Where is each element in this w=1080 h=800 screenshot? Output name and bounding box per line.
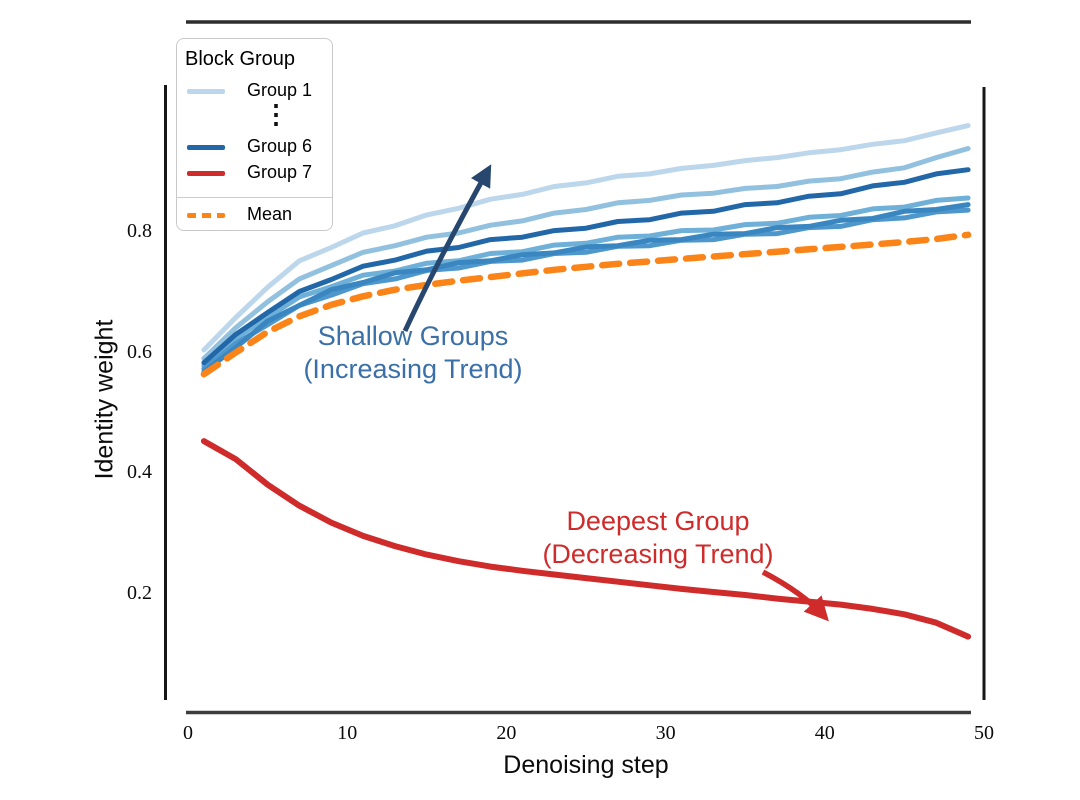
decreasing-trend-arrow — [761, 569, 829, 622]
series-line-group2 — [201, 146, 971, 361]
y-tick-label-0.4: 0.4 — [127, 461, 152, 484]
annotation-shallow-line1: Shallow Groups — [317, 321, 509, 351]
annotation-shallow-line2: (Increasing Trend) — [303, 354, 523, 384]
legend-box: Block Group Group 1 ⋮ Group 6 Group 7 Me… — [176, 38, 333, 231]
annotation-deepest-line2: (Decreasing Trend) — [542, 539, 774, 569]
x-tick-label-0: 0 — [183, 722, 193, 744]
y-tick-label-0.2: 0.2 — [127, 581, 152, 604]
series-line-group3 — [201, 195, 971, 369]
increasing-trend-arrow — [402, 164, 492, 333]
legend-label-group1: Group 1 — [247, 80, 313, 100]
x-tick-label-50: 50 — [974, 722, 994, 744]
legend-label-mean: Mean — [247, 204, 293, 224]
legend-label-group6: Group 6 — [247, 136, 313, 156]
annotation-deepest-group: Deepest Group (Decreasing Trend) — [468, 505, 848, 571]
legend-title: Block Group — [185, 48, 296, 70]
series-line-group5 — [201, 202, 971, 375]
legend-swatch-group7 — [187, 171, 225, 176]
annotation-shallow-groups: Shallow Groups (Increasing Trend) — [223, 320, 603, 386]
series-line-group6 — [201, 167, 971, 366]
series-line-group1 — [201, 123, 971, 353]
legend-label-group7: Group 7 — [247, 162, 313, 182]
series-line-mean — [200, 231, 972, 378]
annotation-deepest-line1: Deepest Group — [566, 506, 750, 536]
legend-divider — [177, 197, 332, 198]
x-tick-label-30: 30 — [655, 722, 676, 744]
y-tick-label-0.8: 0.8 — [127, 220, 152, 242]
legend-swatch-group1 — [187, 89, 225, 94]
y-tick-label-0.6: 0.6 — [127, 340, 152, 363]
x-tick-label-10: 10 — [337, 722, 358, 744]
x-tick-label-40: 40 — [814, 722, 835, 744]
x-axis-title: Denoising step — [503, 751, 669, 779]
series-line-group7 — [200, 438, 972, 640]
x-tick-label-20: 20 — [496, 722, 517, 744]
legend-swatch-group6 — [187, 145, 225, 150]
series-line-group4 — [201, 207, 971, 372]
legend-swatch-mean — [187, 213, 225, 218]
legend-ellipsis: ⋮ — [263, 99, 289, 129]
y-axis-title: Identity weight — [90, 319, 119, 480]
